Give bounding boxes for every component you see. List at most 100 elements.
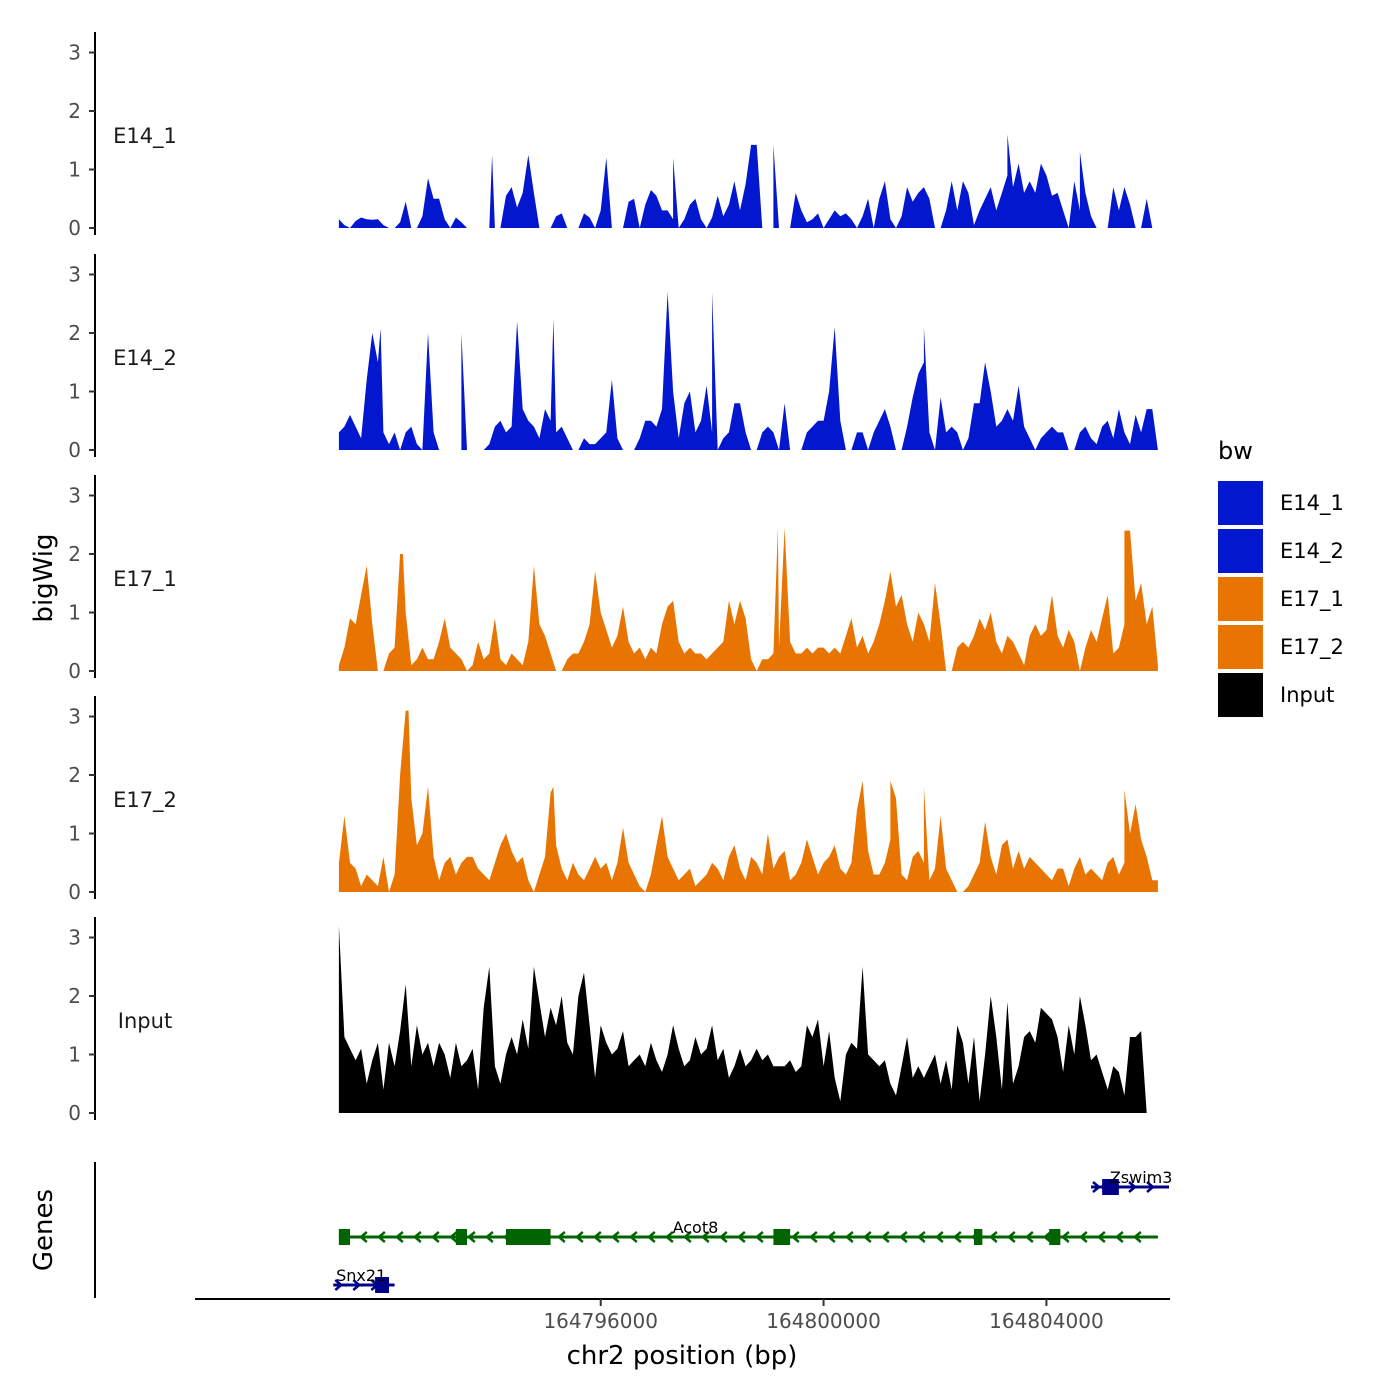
track-label-e14-1: E14_1 <box>113 124 177 149</box>
strand-arrow-acot8 <box>754 1231 764 1243</box>
y-tick-label-e14-1-2: 2 <box>68 99 81 123</box>
strand-arrow-acot8 <box>376 1231 386 1243</box>
strand-arrow-acot8 <box>412 1231 422 1243</box>
strand-arrow-acot8 <box>988 1231 998 1243</box>
strand-arrow-acot8 <box>718 1231 728 1243</box>
y-tick-label-e17-1-3: 3 <box>68 484 81 508</box>
strand-arrow-acot8 <box>646 1231 656 1243</box>
area-input <box>338 925 1147 1113</box>
strand-arrow-acot8 <box>700 1231 710 1243</box>
area-e17-1 <box>338 527 1158 671</box>
gene-label-acot8: Acot8 <box>673 1218 719 1237</box>
strand-arrow-acot8 <box>898 1231 908 1243</box>
legend-swatch-e14-1 <box>1218 481 1263 525</box>
track-label-e17-1: E17_1 <box>113 567 177 592</box>
y-tick-label-e17-1-1: 1 <box>68 601 81 625</box>
x-axis-ticks: 164796000 164800000 164804000 <box>543 1299 1104 1333</box>
gene-label-snx21: Snx21 <box>336 1266 386 1285</box>
strand-arrow-acot8 <box>664 1231 674 1243</box>
y-tick-label-input-0: 0 <box>68 1101 81 1125</box>
area-e14-1 <box>338 134 1158 228</box>
legend-label-e17-2: E17_2 <box>1280 635 1344 660</box>
strand-arrow-acot8 <box>916 1231 926 1243</box>
strand-arrow-acot8 <box>1024 1231 1034 1243</box>
y-tick-label-e14-2-1: 1 <box>68 380 81 404</box>
x-tick-label-164804000: 164804000 <box>989 1309 1104 1333</box>
y-tick-label-e17-1-0: 0 <box>68 659 81 683</box>
strand-arrow-acot8 <box>808 1231 818 1243</box>
legend-label-e17-1: E17_1 <box>1280 587 1344 612</box>
strand-arrow-acot8 <box>1132 1231 1142 1243</box>
strand-arrow-acot8 <box>682 1231 692 1243</box>
exon-snx21-1 <box>375 1277 389 1293</box>
strand-arrow-acot8 <box>934 1231 944 1243</box>
exon-zswim3-1 <box>1102 1179 1119 1195</box>
gene-label-zswim3: Zswim3 <box>1110 1168 1173 1187</box>
track-input: 0 1 2 3 Input <box>68 917 1147 1125</box>
y-tick-label-e17-2-1: 1 <box>68 822 81 846</box>
area-e17-2 <box>338 710 1158 892</box>
strand-arrow-snx21 <box>334 1279 344 1291</box>
strand-arrow-acot8 <box>484 1231 494 1243</box>
strand-arrow-acot8 <box>880 1231 890 1243</box>
strand-arrow-zswim3 <box>1092 1181 1101 1193</box>
strand-arrow-zswim3 <box>1146 1181 1155 1193</box>
strand-arrow-acot8 <box>430 1231 440 1243</box>
legend-swatch-input <box>1218 673 1263 717</box>
strand-arrow-acot8 <box>1096 1231 1106 1243</box>
genes-layer: Zswim3 Acot8 Snx21 <box>333 1168 1172 1293</box>
strand-arrow-acot8 <box>826 1231 836 1243</box>
y-tick-label-e14-2-2: 2 <box>68 321 81 345</box>
y-tick-label-input-1: 1 <box>68 1043 81 1067</box>
legend-swatch-e17-1 <box>1218 577 1263 621</box>
y-tick-label-e17-2-2: 2 <box>68 763 81 787</box>
x-tick-label-164800000: 164800000 <box>766 1309 881 1333</box>
y-tick-label-e17-2-3: 3 <box>68 705 81 729</box>
y-tick-label-input-2: 2 <box>68 984 81 1008</box>
exon-acot8-2 <box>455 1229 467 1245</box>
strand-arrow-acot8 <box>394 1231 404 1243</box>
strand-arrow-acot8 <box>790 1231 800 1243</box>
y-tick-label-e14-1-0: 0 <box>68 216 81 240</box>
y-tick-label-e14-2-0: 0 <box>68 438 81 462</box>
y-tick-label-e17-2-0: 0 <box>68 880 81 904</box>
strand-arrow-acot8 <box>844 1231 854 1243</box>
exon-acot8-1 <box>338 1229 350 1245</box>
track-e14-2: 0 1 2 3 E14_2 <box>68 254 1158 462</box>
track-label-e14-2: E14_2 <box>113 346 177 371</box>
legend-label-input: Input <box>1280 683 1334 707</box>
y-tick-label-e14-1-3: 3 <box>68 41 81 65</box>
exon-acot8-4 <box>773 1229 791 1245</box>
exon-acot8-3 <box>506 1229 551 1245</box>
tracks-layer: 0 1 2 3 E14_1 0 1 2 3 E14_2 0 1 2 3 E17_1 0 1 2 3 E17_2 0 1 2 3… <box>68 32 1158 1125</box>
strand-arrow-acot8 <box>952 1231 962 1243</box>
strand-arrow-snx21 <box>352 1279 362 1291</box>
strand-arrow-acot8 <box>448 1231 458 1243</box>
strand-arrow-acot8 <box>736 1231 746 1243</box>
track-e17-2: 0 1 2 3 E17_2 <box>68 696 1158 904</box>
strand-arrow-acot8 <box>628 1231 638 1243</box>
gene-zswim3: Zswim3 <box>1091 1168 1172 1195</box>
y-tick-label-e14-2-3: 3 <box>68 263 81 287</box>
strand-arrow-acot8 <box>610 1231 620 1243</box>
strand-arrow-acot8 <box>1060 1231 1070 1243</box>
gene-acot8: Acot8 <box>338 1218 1158 1245</box>
legend-swatch-e14-2 <box>1218 529 1263 573</box>
x-axis-title: chr2 position (bp) <box>567 1341 798 1371</box>
exon-acot8-5 <box>974 1229 983 1245</box>
y-tick-label-e14-1-1: 1 <box>68 158 81 182</box>
strand-arrow-acot8 <box>1078 1231 1088 1243</box>
strand-arrow-acot8 <box>358 1231 368 1243</box>
track-e14-1: 0 1 2 3 E14_1 <box>68 32 1158 240</box>
y-tick-label-e17-1-2: 2 <box>68 542 81 566</box>
y-tick-label-input-3: 3 <box>68 926 81 950</box>
strand-arrow-acot8 <box>1114 1231 1124 1243</box>
track-label-e17-2: E17_2 <box>113 788 177 813</box>
strand-arrow-acot8 <box>862 1231 872 1243</box>
legend-title: bw <box>1218 437 1253 465</box>
exon-acot8-6 <box>1049 1229 1061 1245</box>
area-e14-2 <box>338 292 1158 450</box>
strand-arrow-acot8 <box>466 1231 476 1243</box>
x-tick-label-164796000: 164796000 <box>543 1309 658 1333</box>
strand-arrow-zswim3 <box>1128 1181 1137 1193</box>
